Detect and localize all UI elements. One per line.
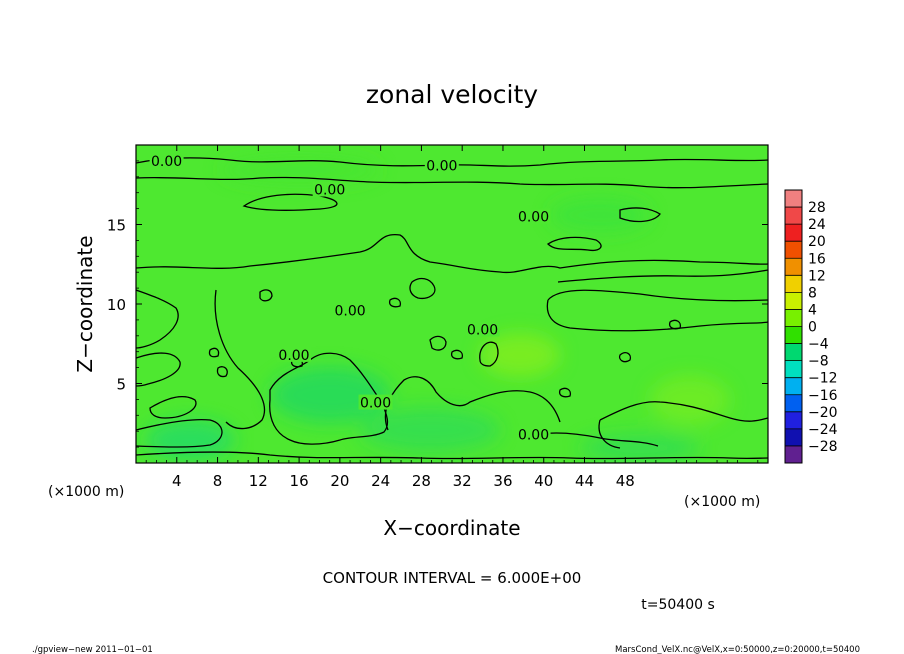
contour-label: 0.00: [278, 348, 309, 364]
contour-label-bg: [358, 394, 393, 410]
contour-label: 0.00: [518, 427, 549, 443]
contour-label-bg: [516, 426, 551, 442]
colorbar-label: −16: [808, 388, 838, 404]
colorbar-swatch: [785, 360, 802, 379]
x-axis-units-left: (×1000 m): [48, 484, 124, 500]
contour-label-bg: [149, 152, 184, 168]
colorbar-swatch: [785, 258, 802, 276]
colorbar-label: 8: [808, 285, 817, 301]
contour-label-bg: [277, 346, 311, 362]
contour-label: 0.00: [467, 322, 498, 338]
x-tick-label: 40: [534, 472, 553, 490]
colorbar-label: −8: [808, 354, 829, 370]
colorbar-label: −24: [808, 422, 838, 438]
colorbar-label: 4: [808, 302, 817, 318]
colorbar-swatch: [785, 428, 802, 447]
time-label: t=50400 s: [641, 597, 715, 613]
colorbar-swatch: [785, 190, 802, 208]
contour-label-bg: [465, 321, 500, 337]
x-tick-label: 36: [493, 472, 512, 490]
x-tick-label: 20: [330, 472, 349, 490]
colorbar-label: −12: [808, 371, 838, 387]
colorbar-label: 24: [808, 217, 826, 233]
colorbar-label: −28: [808, 439, 838, 455]
colorbar-swatch: [785, 377, 802, 396]
chart-title: zonal velocity: [366, 80, 538, 109]
contour-labels: 0.00 0.00 0.00 0.00 0.00 0.00 0.00 0.00 0.00: [149, 152, 551, 443]
footer-right: MarsCond_VelX.nc@VelX,x=0:50000,z=0:2000…: [615, 645, 860, 654]
colorbar-swatch: [785, 275, 802, 293]
contour-label-bg: [333, 302, 368, 318]
colorbar-swatch: [785, 207, 802, 225]
y-tick-label: 10: [107, 296, 126, 314]
colorbar-swatch: [785, 411, 802, 430]
colorbar-swatch: [785, 445, 802, 464]
x-tick-label: 12: [249, 472, 268, 490]
colorbar-swatch: [785, 394, 802, 413]
colorbar-swatch: [785, 241, 802, 259]
contour-label-bg: [312, 181, 347, 197]
x-axis-label: X−coordinate: [383, 516, 520, 540]
x-tick-label: 16: [290, 472, 309, 490]
y-tick-label: 15: [107, 217, 126, 235]
x-tick-label: 28: [412, 472, 431, 490]
colorbar-swatch: [785, 343, 802, 362]
colorbar-label: 28: [808, 200, 826, 216]
x-axis: 4 8 12 16 20 24 28 32 36 40 44 48: [145, 145, 759, 490]
colorbar-label: −4: [808, 337, 829, 353]
colorbar-swatch: [785, 326, 802, 345]
y-axis-label: Z−coordinate: [73, 235, 97, 372]
contour-label: 0.00: [334, 303, 365, 319]
x-axis-units-right: (×1000 m): [684, 494, 760, 510]
x-tick-label: 48: [616, 472, 635, 490]
y-axis: 5 10 15: [107, 160, 768, 448]
x-tick-label: 4: [172, 472, 182, 490]
contour-lines: [136, 157, 768, 460]
colorbar-label: 20: [808, 234, 826, 250]
colorbar-label: 16: [808, 251, 826, 267]
x-tick-label: 32: [453, 472, 472, 490]
contour-label-bg: [516, 208, 551, 224]
colorbar-label: 12: [808, 268, 826, 284]
contour-label: 0.00: [151, 154, 182, 170]
colorbar-label: 0: [808, 320, 817, 336]
colorbar-label: −20: [808, 405, 838, 421]
x-tick-label: 8: [213, 472, 223, 490]
contour-interval: CONTOUR INTERVAL = 6.000E+00: [323, 569, 582, 587]
footer-left: ./gpview−new 2011−01−01: [32, 645, 153, 654]
plot-area: [136, 145, 768, 463]
colorbar-swatch: [785, 224, 802, 242]
contour-label-bg: [424, 157, 459, 173]
contour-label: 0.00: [360, 396, 391, 412]
x-tick-label: 24: [371, 472, 390, 490]
y-tick-label: 5: [116, 376, 126, 394]
x-tick-label: 44: [575, 472, 594, 490]
contour-label: 0.00: [518, 210, 549, 226]
contour-label: 0.00: [314, 183, 345, 199]
colorbar-swatch: [785, 292, 802, 310]
contour-label: 0.00: [426, 159, 457, 175]
colorbar-swatch: [785, 309, 802, 327]
